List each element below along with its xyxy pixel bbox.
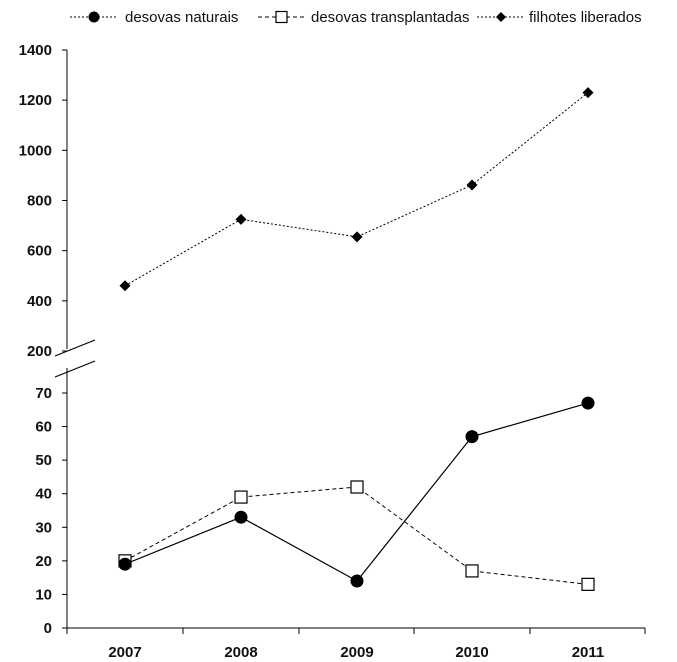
legend-marker-desovas-naturais [88, 11, 100, 23]
y-tick-label-lower-20: 20 [35, 553, 52, 570]
legend-marker-desovas-transplantadas [275, 10, 288, 24]
x-tick-label-2008: 2008 [224, 644, 257, 661]
series-line-filhotes-liberados [124, 92, 589, 287]
y-tick-label-upper-1200: 1200 [19, 92, 52, 109]
y-tick-label-lower-40: 40 [35, 486, 52, 503]
y-tick-label-upper-1400: 1400 [19, 42, 52, 59]
point-filhotes-liberados-2011 [582, 87, 594, 99]
y-tick-label-lower-60: 60 [35, 419, 52, 436]
y-tick-label-upper-1000: 1000 [19, 142, 52, 159]
tick-labels: 1400120010008006004002007060504030201002… [19, 42, 605, 661]
axis-break-slash-lower [54, 360, 96, 378]
tick-marks [62, 49, 646, 634]
point-desovas-naturais-2007 [118, 557, 132, 571]
point-filhotes-liberados-2008 [235, 213, 247, 225]
y-tick-label-lower-70: 70 [35, 385, 52, 402]
y-tick-label-lower-50: 50 [35, 452, 52, 469]
y-tick-label-lower-0: 0 [44, 620, 52, 637]
legend-item-desovas-naturais: desovas naturais [70, 9, 238, 26]
x-tick-label-2011: 2011 [572, 644, 605, 661]
series-lines [124, 92, 589, 585]
point-filhotes-liberados-2007 [119, 280, 131, 292]
x-tick-label-2009: 2009 [340, 644, 373, 661]
point-filhotes-liberados-2009 [351, 231, 363, 243]
point-desovas-transplantadas-2011 [581, 577, 595, 591]
point-desovas-transplantadas-2008 [234, 490, 248, 504]
point-desovas-transplantadas-2009 [350, 480, 364, 494]
axis-break-slash-upper [54, 339, 96, 357]
y-tick-label-upper-600: 600 [27, 243, 52, 260]
y-tick-label-lower-10: 10 [35, 586, 52, 603]
legend: desovas naturais desovas transplantadas … [70, 9, 642, 26]
y-tick-label-upper-800: 800 [27, 193, 52, 210]
point-desovas-naturais-2008 [234, 510, 248, 524]
point-desovas-naturais-2011 [581, 396, 595, 410]
y-tick-label-upper-400: 400 [27, 293, 52, 310]
legend-item-desovas-transplantadas: desovas transplantadas [258, 9, 469, 26]
point-filhotes-liberados-2010 [466, 179, 478, 191]
legend-item-filhotes-liberados: filhotes liberados [477, 9, 642, 26]
series-markers [118, 87, 595, 591]
x-tick-label-2007: 2007 [108, 644, 141, 661]
legend-label-desovas-transplantadas: desovas transplantadas [311, 9, 469, 26]
x-tick-label-2010: 2010 [455, 644, 488, 661]
point-desovas-transplantadas-2010 [465, 564, 479, 578]
legend-label-filhotes-liberados: filhotes liberados [529, 9, 642, 26]
legend-marker-filhotes-liberados [496, 12, 506, 22]
legend-label-desovas-naturais: desovas naturais [125, 9, 238, 26]
y-tick-label-upper-200: 200 [27, 343, 52, 360]
point-desovas-naturais-2010 [465, 430, 479, 444]
y-tick-label-lower-30: 30 [35, 519, 52, 536]
axis-break-marker [54, 339, 96, 378]
point-desovas-naturais-2009 [350, 574, 364, 588]
